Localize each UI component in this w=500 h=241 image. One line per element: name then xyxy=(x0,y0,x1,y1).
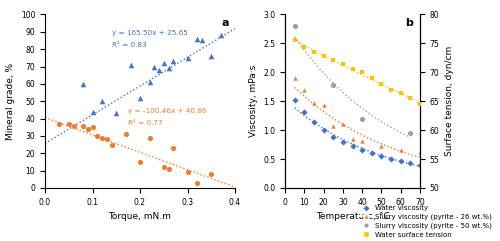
Point xyxy=(70,124,78,127)
Point xyxy=(88,110,96,114)
Point xyxy=(368,76,376,80)
Point xyxy=(358,148,366,152)
Point xyxy=(217,33,225,37)
Point xyxy=(122,132,130,136)
Point xyxy=(358,70,366,74)
Point xyxy=(416,150,424,154)
Point xyxy=(184,170,192,174)
Point xyxy=(310,101,318,105)
Point xyxy=(108,143,116,147)
Point xyxy=(164,66,172,70)
Point xyxy=(93,134,101,138)
Point xyxy=(378,144,386,148)
Point xyxy=(160,61,168,65)
Point xyxy=(310,50,318,54)
Point xyxy=(193,181,201,185)
Point xyxy=(207,172,215,176)
Point xyxy=(112,111,120,115)
Text: R² = 0.83: R² = 0.83 xyxy=(112,42,146,48)
Y-axis label: Mineral grade, %: Mineral grade, % xyxy=(6,63,15,140)
Text: R² = 0.77: R² = 0.77 xyxy=(128,120,163,126)
X-axis label: Torque, mN.m: Torque, mN.m xyxy=(108,212,172,221)
Point xyxy=(329,83,337,87)
Point xyxy=(103,137,111,141)
Legend: Water viscosity, Slurry viscosity (pyrite - 26 wt.%), Slurry viscosity (pyrite -: Water viscosity, Slurry viscosity (pyrit… xyxy=(358,205,492,238)
Point xyxy=(320,103,328,107)
Point xyxy=(329,124,337,127)
Point xyxy=(396,91,404,94)
Point xyxy=(169,59,177,63)
Point xyxy=(184,56,192,60)
Point xyxy=(300,45,308,49)
Text: y = 165.50x + 25.65: y = 165.50x + 25.65 xyxy=(112,30,188,36)
Point xyxy=(84,127,92,131)
Y-axis label: Viscosity, mPa·s: Viscosity, mPa·s xyxy=(248,65,258,137)
Point xyxy=(98,99,106,103)
Point xyxy=(88,125,96,129)
Point xyxy=(320,128,328,132)
Point xyxy=(98,136,106,140)
Point xyxy=(310,120,318,124)
Point xyxy=(193,37,201,41)
Point xyxy=(164,167,172,171)
Point xyxy=(290,76,298,80)
Point xyxy=(300,110,308,114)
Point xyxy=(378,82,386,86)
Y-axis label: Surface tension, dyn/cm: Surface tension, dyn/cm xyxy=(445,46,454,156)
Point xyxy=(290,98,298,102)
Point xyxy=(126,63,134,67)
Point xyxy=(358,117,366,120)
Point xyxy=(416,102,424,106)
Point xyxy=(348,67,356,71)
Point xyxy=(339,122,347,126)
Point xyxy=(406,131,414,135)
Point xyxy=(396,148,404,152)
Point xyxy=(300,88,308,92)
Point xyxy=(136,160,144,164)
Point xyxy=(160,165,168,169)
Point xyxy=(79,82,87,86)
Text: y = -100.46x + 40.66: y = -100.46x + 40.66 xyxy=(128,108,206,114)
Point xyxy=(290,39,298,42)
Point xyxy=(320,54,328,58)
Point xyxy=(136,96,144,100)
Point xyxy=(56,122,63,126)
X-axis label: Temperature, °C: Temperature, °C xyxy=(316,212,390,221)
Point xyxy=(348,137,356,141)
Text: b: b xyxy=(406,18,413,28)
Point xyxy=(387,88,395,92)
Point xyxy=(169,146,177,150)
Point xyxy=(155,68,163,72)
Text: a: a xyxy=(222,18,230,28)
Point xyxy=(378,154,386,158)
Point xyxy=(79,124,87,127)
Point xyxy=(396,159,404,163)
Point xyxy=(406,96,414,100)
Point xyxy=(146,80,154,84)
Point xyxy=(348,144,356,148)
Point xyxy=(65,122,73,126)
Point xyxy=(339,62,347,66)
Point xyxy=(368,151,376,155)
Point xyxy=(146,136,154,140)
Point xyxy=(329,58,337,61)
Point xyxy=(387,157,395,161)
Point xyxy=(150,65,158,68)
Point xyxy=(339,140,347,144)
Point xyxy=(416,163,424,167)
Point xyxy=(358,139,366,142)
Point xyxy=(329,134,337,138)
Point xyxy=(406,161,414,165)
Point xyxy=(207,54,215,58)
Point xyxy=(198,39,206,42)
Point xyxy=(290,24,298,28)
